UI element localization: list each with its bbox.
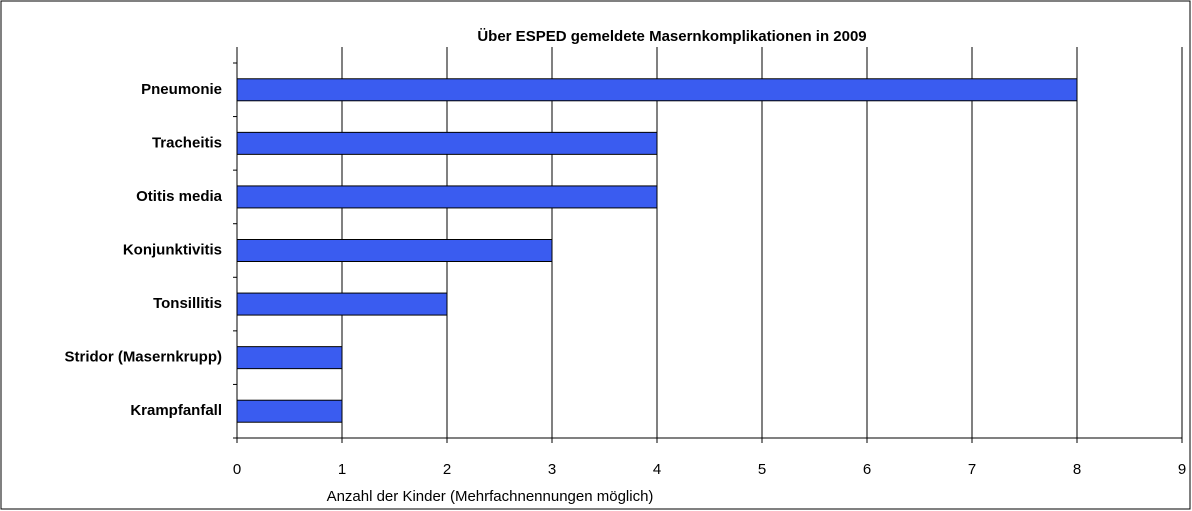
y-tick-label: Stridor (Masernkrupp) (64, 349, 222, 366)
bar (236, 131, 658, 155)
x-tick-label: 6 (863, 461, 871, 478)
x-tick-label: 1 (338, 461, 346, 478)
y-tick-label: Tonsillitis (153, 295, 222, 312)
x-axis-label: Anzahl der Kinder (Mehrfachnennungen mög… (327, 488, 654, 505)
y-tick-label: Otitis media (136, 188, 223, 205)
y-tick-label: Pneumonie (141, 81, 222, 98)
bar (236, 346, 343, 370)
bar (236, 399, 343, 423)
x-tick-label: 5 (758, 461, 766, 478)
y-tick-label: Konjunktivitis (123, 241, 222, 258)
x-tick-label: 9 (1178, 461, 1186, 478)
x-tick-label: 7 (968, 461, 976, 478)
bar (236, 78, 1078, 102)
x-tick-label: 3 (548, 461, 556, 478)
x-tick-label: 8 (1073, 461, 1081, 478)
bar (236, 185, 658, 209)
x-tick-label: 0 (233, 461, 241, 478)
y-tick-label: Tracheitis (152, 134, 222, 151)
x-tick-label: 2 (443, 461, 451, 478)
bar (236, 292, 448, 316)
chart-title: Über ESPED gemeldete Masernkomplikatione… (477, 28, 866, 45)
bar (236, 239, 553, 262)
x-tick-label: 4 (653, 461, 661, 478)
y-tick-label: Krampfanfall (130, 402, 222, 419)
